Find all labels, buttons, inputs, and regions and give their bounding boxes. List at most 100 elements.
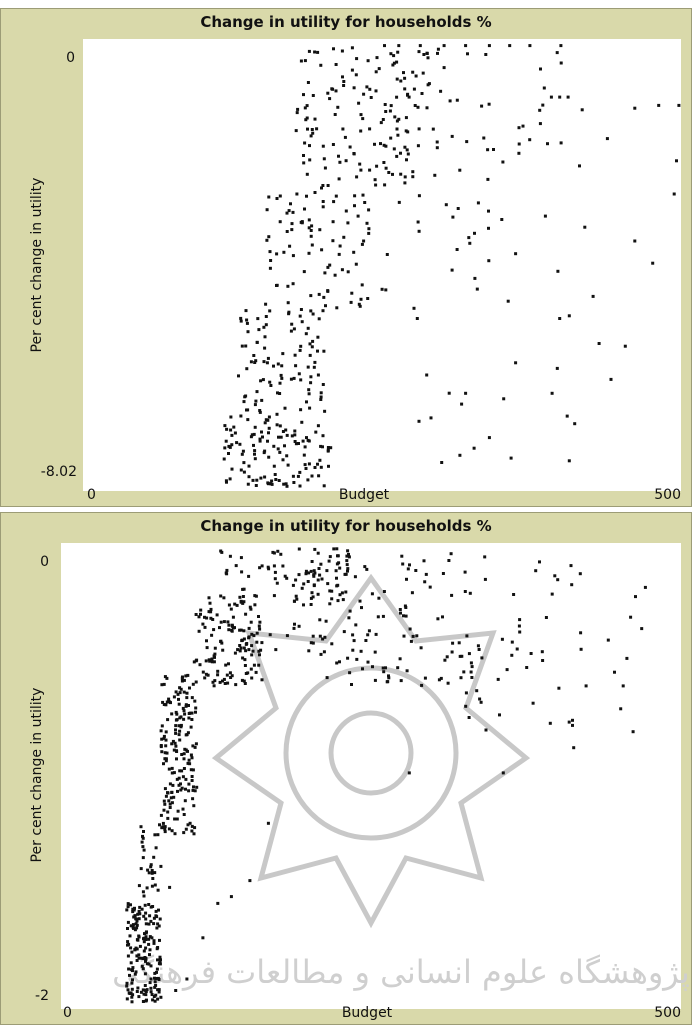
data-point <box>289 202 292 206</box>
data-point <box>307 462 311 466</box>
data-point <box>188 762 192 766</box>
data-point <box>257 624 261 628</box>
data-point <box>619 707 623 711</box>
data-point <box>269 384 273 387</box>
data-point <box>363 201 367 204</box>
data-point <box>302 582 306 586</box>
data-point <box>405 669 409 673</box>
data-point <box>311 641 315 645</box>
data-point <box>476 201 480 205</box>
data-point <box>506 299 510 303</box>
data-point <box>487 44 491 48</box>
data-point <box>349 300 353 304</box>
data-point <box>233 431 237 435</box>
data-point <box>395 119 399 123</box>
data-point <box>415 634 419 638</box>
data-point <box>187 758 191 762</box>
data-point <box>464 691 468 695</box>
data-point <box>384 110 388 113</box>
data-point <box>392 147 396 151</box>
data-point <box>267 431 270 435</box>
data-point <box>450 268 454 272</box>
data-point <box>337 252 341 256</box>
data-point <box>308 342 312 346</box>
data-point <box>366 59 370 63</box>
data-point <box>227 452 230 455</box>
data-point <box>498 713 501 717</box>
data-point <box>405 158 408 162</box>
data-point <box>381 666 385 670</box>
data-point <box>374 632 378 636</box>
data-point <box>247 475 251 479</box>
data-point <box>391 63 395 67</box>
data-point <box>404 116 408 120</box>
data-point <box>631 730 635 734</box>
data-point <box>621 684 625 688</box>
data-point <box>158 938 161 942</box>
data-point <box>291 210 295 214</box>
data-point <box>207 596 211 600</box>
data-point <box>350 46 354 50</box>
data-point <box>303 463 307 467</box>
data-point <box>272 594 276 598</box>
data-point <box>467 236 471 240</box>
data-point <box>252 432 256 436</box>
scatter-plot: 0 -8.02 0 500 Budget Per cent change in … <box>29 39 681 503</box>
data-point <box>541 103 545 107</box>
data-point <box>165 700 169 704</box>
data-point <box>281 564 285 568</box>
data-point <box>344 209 348 213</box>
data-point <box>170 829 174 833</box>
data-point <box>303 59 307 63</box>
data-point <box>252 354 256 357</box>
data-point <box>259 476 263 480</box>
data-point <box>162 762 165 766</box>
data-point <box>141 988 145 992</box>
data-point <box>156 976 160 980</box>
data-point <box>143 932 146 936</box>
data-point <box>160 737 164 741</box>
data-point <box>380 287 384 291</box>
data-point <box>359 168 363 172</box>
data-point <box>411 70 415 74</box>
data-point <box>254 484 258 487</box>
data-point <box>245 408 248 412</box>
data-point <box>420 92 424 95</box>
data-point <box>425 52 429 55</box>
data-point <box>338 244 342 248</box>
data-point <box>222 620 226 624</box>
data-point <box>442 44 446 48</box>
data-point <box>246 330 250 334</box>
data-point <box>487 259 491 263</box>
data-point <box>366 633 370 637</box>
data-point <box>379 142 382 146</box>
data-point <box>149 964 153 968</box>
data-point <box>135 923 139 927</box>
data-point <box>138 944 142 948</box>
data-point <box>458 453 462 457</box>
data-point <box>402 71 405 75</box>
data-point <box>190 711 194 715</box>
data-point <box>396 133 400 137</box>
data-point <box>298 314 302 318</box>
data-point <box>483 577 487 581</box>
data-point <box>232 425 236 429</box>
data-point <box>183 712 187 716</box>
data-point <box>307 251 311 255</box>
data-point <box>197 615 201 619</box>
data-point <box>283 406 287 410</box>
data-point <box>194 706 198 710</box>
data-point <box>276 549 280 553</box>
data-point <box>166 718 170 722</box>
data-point <box>190 775 194 778</box>
data-point <box>148 948 152 952</box>
data-point <box>192 660 196 664</box>
data-point <box>634 595 637 599</box>
data-point <box>370 592 374 596</box>
data-point <box>211 618 215 621</box>
data-point <box>318 228 322 232</box>
data-point <box>290 322 294 326</box>
data-point <box>193 699 197 703</box>
data-point <box>309 375 313 379</box>
data-point <box>157 908 160 912</box>
